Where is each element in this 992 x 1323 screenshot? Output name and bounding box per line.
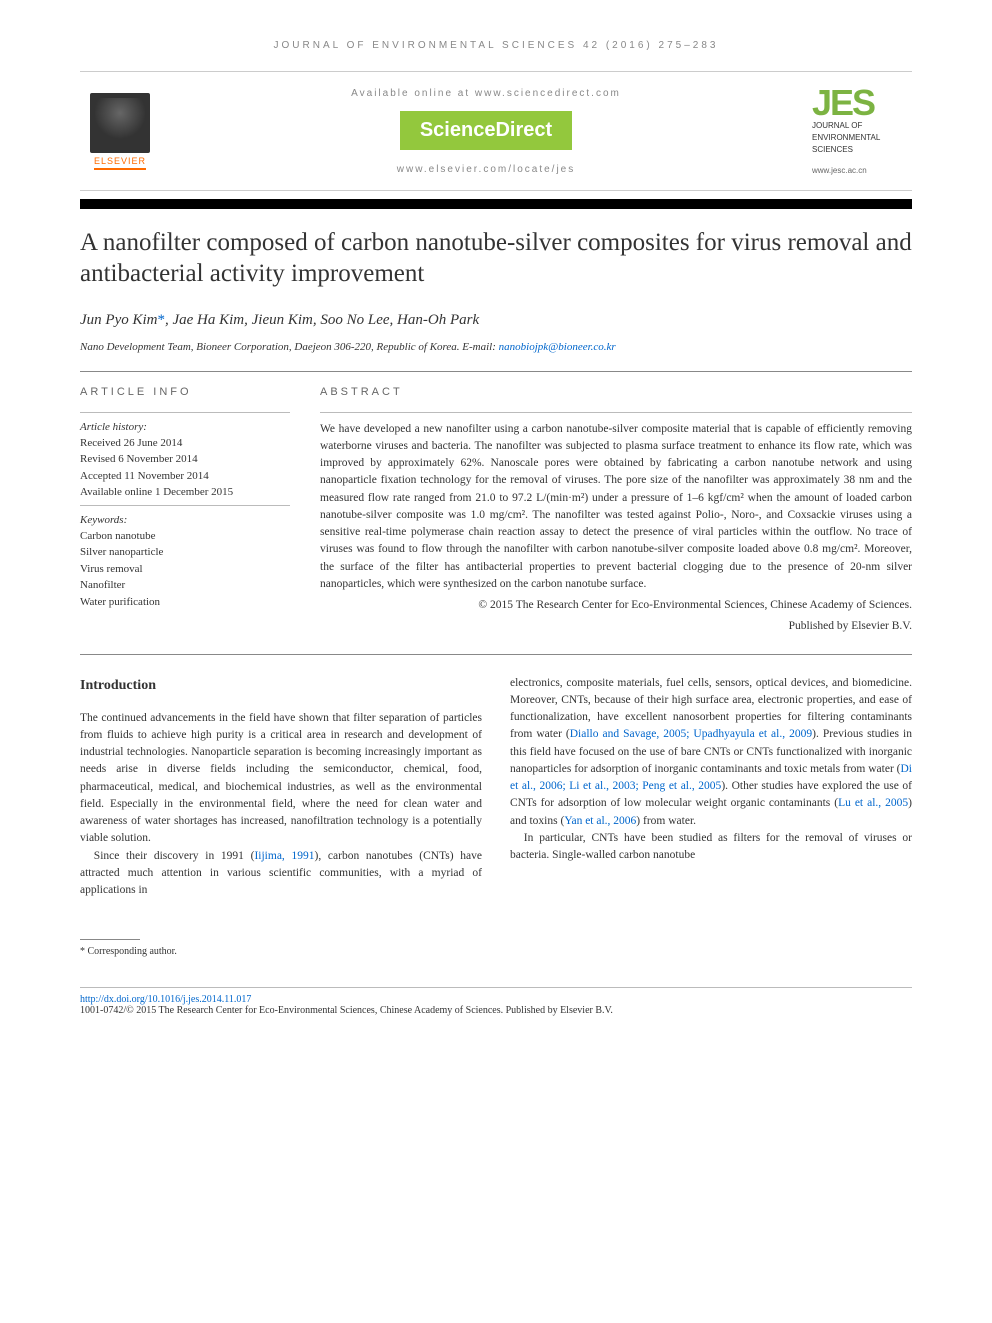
history-label: Article history:: [80, 421, 290, 433]
article-info-header: ARTICLE INFO: [80, 386, 290, 398]
citation-link[interactable]: Yan et al., 2006: [564, 815, 636, 827]
journal-locate-url[interactable]: www.elsevier.com/locate/jes: [160, 164, 812, 175]
article-title: A nanofilter composed of carbon nanotube…: [80, 227, 912, 290]
jes-subtitle-3: SCIENCES: [812, 145, 912, 155]
available-online-text: Available online at www.sciencedirect.co…: [160, 88, 812, 99]
copyright-line-1: © 2015 The Research Center for Eco-Envir…: [320, 597, 912, 614]
email-link[interactable]: nanobiojpk@bioneer.co.kr: [499, 341, 616, 353]
history-accepted: Accepted 11 November 2014: [80, 468, 290, 485]
elsevier-logo: ELSEVIER: [80, 93, 160, 170]
citation-link[interactable]: Diallo and Savage, 2005; Upadhyayula et …: [570, 728, 812, 740]
abstract-column: ABSTRACT We have developed a new nanofil…: [320, 386, 912, 636]
affiliation-text: Nano Development Team, Bioneer Corporati…: [80, 341, 499, 353]
abstract-text: We have developed a new nanofilter using…: [320, 421, 912, 594]
divider-bottom: [80, 654, 912, 655]
corresponding-author-star: *: [157, 312, 165, 328]
jes-subtitle-1: JOURNAL OF: [812, 121, 912, 131]
keyword-item: Water purification: [80, 594, 290, 611]
intro-paragraph-3: electronics, composite materials, fuel c…: [510, 675, 912, 830]
jes-logo: JES JOURNAL OF ENVIRONMENTAL SCIENCES ww…: [812, 87, 912, 175]
intro-paragraph-4: In particular, CNTs have been studied as…: [510, 830, 912, 865]
authors-list: Jun Pyo Kim*, Jae Ha Kim, Jieun Kim, Soo…: [80, 312, 912, 329]
sciencedirect-logo[interactable]: ScienceDirect: [400, 111, 572, 150]
divider-top: [80, 371, 912, 372]
footer-copyright: 1001-0742/© 2015 The Research Center for…: [80, 1005, 912, 1016]
authors-rest: , Jae Ha Kim, Jieun Kim, Soo No Lee, Han…: [165, 312, 479, 328]
black-separator-bar: [80, 199, 912, 209]
abstract-divider: [320, 412, 912, 413]
intro-paragraph-1: The continued advancements in the field …: [80, 710, 482, 848]
info-divider-2: [80, 505, 290, 506]
history-revised: Revised 6 November 2014: [80, 451, 290, 468]
author-1: Jun Pyo Kim: [80, 312, 157, 328]
text-fragment: ) from water.: [636, 815, 696, 827]
keywords-label: Keywords:: [80, 514, 290, 526]
history-online: Available online 1 December 2015: [80, 484, 290, 501]
history-received: Received 26 June 2014: [80, 435, 290, 452]
citation-link[interactable]: Lu et al., 2005: [838, 797, 908, 809]
header-container: ELSEVIER Available online at www.science…: [80, 71, 912, 191]
introduction-section: Introduction The continued advancements …: [80, 675, 912, 900]
elsevier-text: ELSEVIER: [94, 156, 146, 170]
jes-logo-text: JES: [812, 87, 912, 119]
elsevier-tree-icon: [90, 93, 150, 153]
article-info-column: ARTICLE INFO Article history: Received 2…: [80, 386, 290, 636]
body-column-left: Introduction The continued advancements …: [80, 675, 482, 900]
citation-link[interactable]: Iijima, 1991: [254, 850, 314, 862]
intro-paragraph-2: Since their discovery in 1991 (Iijima, 1…: [80, 848, 482, 900]
keyword-item: Carbon nanotube: [80, 528, 290, 545]
corresponding-author-footnote: * Corresponding author.: [80, 946, 912, 957]
body-columns: Introduction The continued advancements …: [80, 675, 912, 900]
header-center: Available online at www.sciencedirect.co…: [160, 88, 812, 175]
copyright-line-2: Published by Elsevier B.V.: [320, 618, 912, 635]
text-fragment: Since their discovery in 1991 (: [94, 850, 255, 862]
doi-link[interactable]: http://dx.doi.org/10.1016/j.jes.2014.11.…: [80, 994, 912, 1005]
keyword-item: Virus removal: [80, 561, 290, 578]
jes-subtitle-2: ENVIRONMENTAL: [812, 133, 912, 143]
keyword-item: Nanofilter: [80, 577, 290, 594]
abstract-header: ABSTRACT: [320, 386, 912, 398]
footer-separator: [80, 987, 912, 988]
info-abstract-container: ARTICLE INFO Article history: Received 2…: [80, 386, 912, 636]
jes-url[interactable]: www.jesc.ac.cn: [812, 166, 912, 175]
footnote-separator: [80, 939, 140, 940]
info-divider-1: [80, 412, 290, 413]
affiliation: Nano Development Team, Bioneer Corporati…: [80, 341, 912, 353]
keyword-item: Silver nanoparticle: [80, 544, 290, 561]
body-column-right: electronics, composite materials, fuel c…: [510, 675, 912, 900]
introduction-heading: Introduction: [80, 675, 482, 696]
journal-reference: JOURNAL OF ENVIRONMENTAL SCIENCES 42 (20…: [80, 40, 912, 51]
